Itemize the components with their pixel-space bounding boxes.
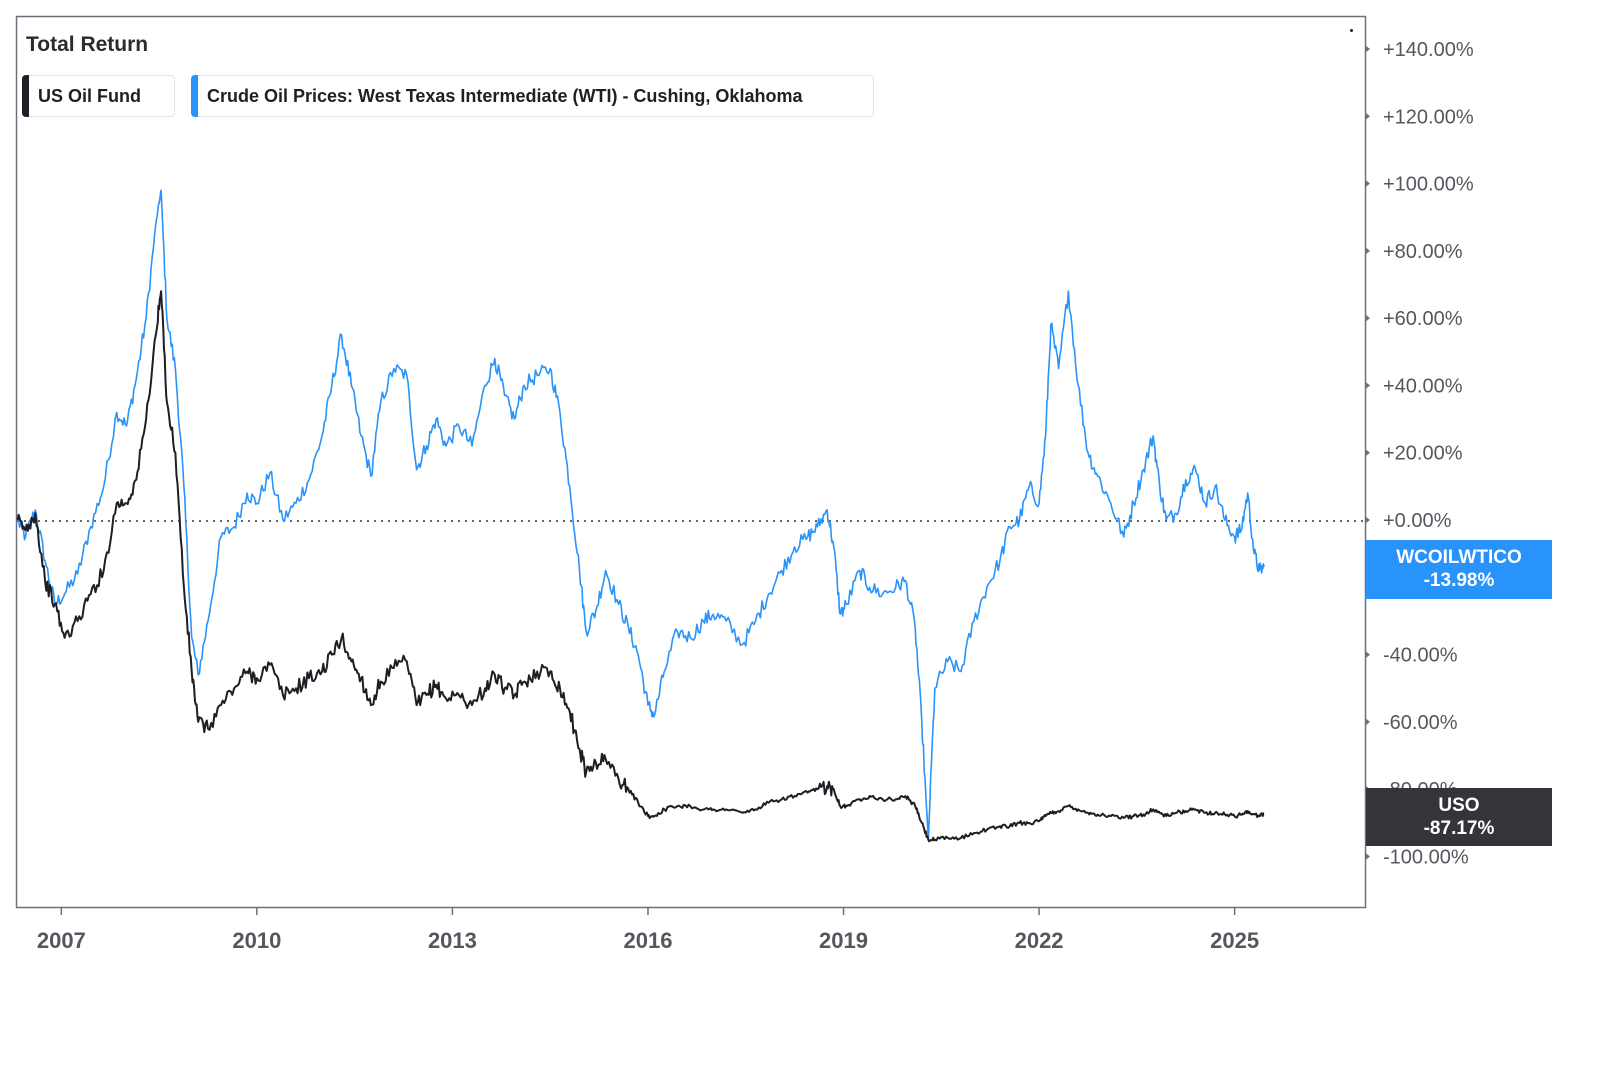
x-tick-label: 2007 — [37, 928, 86, 953]
y-tick-mark — [1365, 44, 1370, 53]
legend-label-us-oil-fund: US Oil Fund — [38, 85, 141, 106]
plot-frame — [15, 15, 1367, 909]
end-value-badge-wti: WCOILWTICO -13.98% — [1366, 540, 1552, 599]
y-tick-mark — [1365, 852, 1370, 861]
series-line-wti — [17, 189, 1265, 841]
badge-value-uso: -87.17% — [1423, 818, 1495, 839]
badge-ticker-wti: WCOILWTICO — [1396, 547, 1522, 568]
y-tick-label: -40.00% — [1383, 645, 1458, 667]
y-tick-label: +140.00% — [1383, 39, 1474, 61]
y-tick-label: +40.00% — [1383, 375, 1463, 397]
y-tick-mark — [1365, 179, 1370, 188]
legend-swatch-us-oil-fund — [22, 75, 29, 117]
series-layer — [16, 189, 1265, 843]
y-tick-mark — [1365, 717, 1370, 726]
y-tick-mark — [1365, 246, 1370, 255]
legend-label-wti: Crude Oil Prices: West Texas Intermediat… — [207, 85, 803, 106]
y-tick-label: +60.00% — [1383, 308, 1463, 330]
x-tick-label: 2019 — [819, 928, 868, 953]
legend-swatch-wti — [191, 75, 198, 117]
x-tick-label: 2025 — [1210, 928, 1259, 953]
badge-value-wti: -13.98% — [1423, 570, 1495, 591]
y-tick-label: -100.00% — [1383, 847, 1469, 869]
y-tick-label: +80.00% — [1383, 241, 1463, 263]
x-tick-label: 2010 — [232, 928, 281, 953]
y-tick-mark — [1365, 381, 1370, 390]
x-axis: 2007 2010 2013 2016 2019 2022 2025 — [37, 907, 1259, 953]
y-tick-label: +0.00% — [1383, 510, 1452, 532]
badge-ticker-uso: USO — [1438, 795, 1480, 816]
y-tick-label: +120.00% — [1383, 106, 1474, 128]
y-tick-label: +20.00% — [1383, 443, 1463, 465]
x-tick-label: 2013 — [428, 928, 477, 953]
y-tick-mark — [1365, 650, 1370, 659]
x-tick-label: 2022 — [1015, 928, 1064, 953]
corner-dot — [1350, 29, 1353, 32]
x-tick-label: 2016 — [624, 928, 673, 953]
chart-title: Total Return — [26, 33, 149, 56]
y-tick-label: -60.00% — [1383, 712, 1458, 734]
y-tick-label: +100.00% — [1383, 174, 1474, 196]
y-tick-mark — [1365, 112, 1370, 121]
y-axis: +140.00% +120.00% +100.00% +80.00% +60.00% +4… — [1365, 39, 1474, 869]
legend-item-wti[interactable]: Crude Oil Prices: West Texas Intermediat… — [191, 75, 874, 117]
series-line-us-oil-fund — [16, 290, 1265, 843]
y-tick-mark — [1365, 314, 1370, 323]
y-tick-mark — [1365, 448, 1370, 457]
end-value-badge-uso: USO -87.17% — [1366, 788, 1552, 846]
y-tick-mark — [1365, 516, 1370, 525]
legend-item-us-oil-fund[interactable]: US Oil Fund — [22, 75, 175, 117]
